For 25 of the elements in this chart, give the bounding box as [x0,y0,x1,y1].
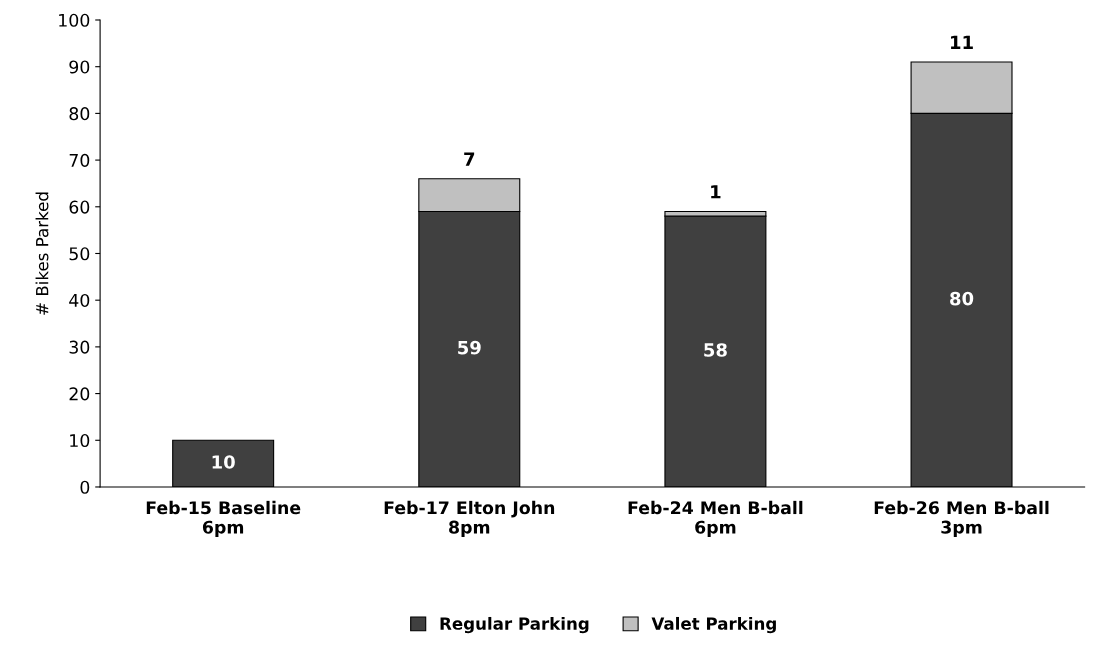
data-label: 80 [950,291,974,306]
legend-label: Valet Parking [651,616,776,634]
y-tick-label: 50 [69,247,90,261]
y-tick-label: 70 [69,153,90,167]
y-tick-label: 20 [69,387,90,401]
data-label: 11 [951,35,973,49]
y-tick-label: 30 [69,340,90,354]
y-tick-label: 10 [70,433,90,448]
y-tick-label: 80 [69,107,90,121]
x-tick-label: Feb-24 Men B-ball 6pm [628,500,803,538]
y-tick-label: 100 [59,13,90,27]
data-label: 1 [711,185,721,199]
x-tick-label: Feb-15 Baseline 6pm [146,500,301,538]
y-tick-label: 90 [69,60,90,74]
x-tick-label: Feb-26 Men B-ball 3pm [874,500,1049,538]
data-label: 10 [212,455,235,469]
y-tick-label: 60 [69,200,90,214]
data-label: 7 [464,152,475,166]
y-axis-title: # Bikes Parked [35,192,49,315]
data-label: 58 [704,343,727,357]
legend-label: Regular Parking [440,616,589,634]
data-label: 59 [458,340,481,355]
x-tick-label: Feb-17 Elton John 8pm [384,500,555,538]
y-tick-label: 40 [69,293,90,308]
y-tick-label: 0 [80,480,90,494]
